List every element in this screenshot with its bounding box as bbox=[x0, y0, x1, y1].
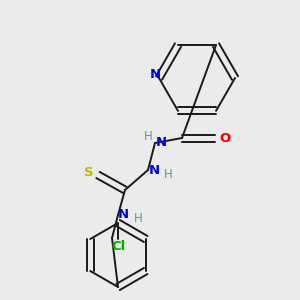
Text: H: H bbox=[134, 212, 142, 224]
Text: S: S bbox=[84, 166, 94, 178]
Text: N: N bbox=[149, 68, 161, 82]
Text: H: H bbox=[144, 130, 152, 142]
Text: N: N bbox=[117, 208, 129, 221]
Text: H: H bbox=[164, 169, 172, 182]
Text: O: O bbox=[219, 131, 231, 145]
Text: N: N bbox=[155, 136, 167, 149]
Text: N: N bbox=[148, 164, 160, 176]
Text: Cl: Cl bbox=[111, 241, 125, 254]
